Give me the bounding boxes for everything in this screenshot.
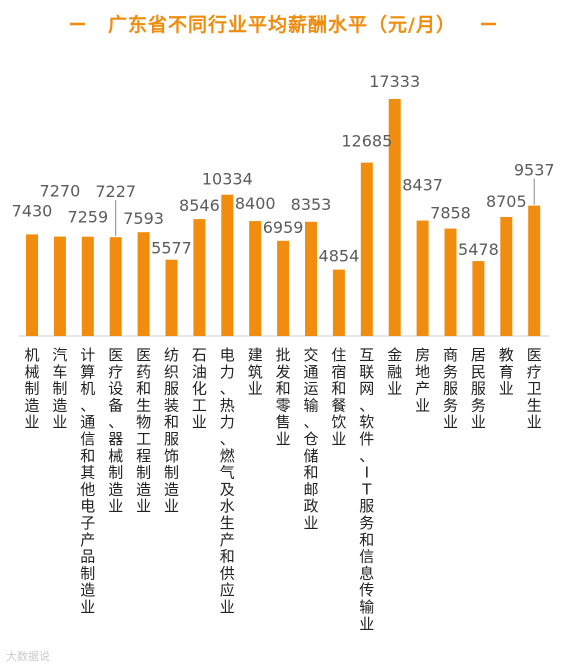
bar-3	[109, 237, 122, 336]
category-label-1: 汽车制造业	[52, 346, 67, 431]
value-label-14: 8437	[402, 176, 443, 195]
value-label-3: 7227	[95, 182, 136, 201]
bar-5	[165, 259, 178, 336]
value-label-4: 7593	[123, 209, 164, 228]
value-label-16: 5478	[458, 240, 499, 259]
category-label-2: 计算机、通信和其他电子产品制造业	[80, 346, 95, 616]
category-label-11: 住宿和餐饮业	[331, 346, 346, 448]
bar-8	[249, 221, 262, 336]
value-label-2: 7259	[67, 208, 108, 227]
bar-17	[500, 217, 513, 336]
value-label-9: 6959	[263, 218, 304, 237]
bar-7	[221, 194, 234, 336]
value-label-6: 8546	[179, 196, 220, 215]
bar-2	[81, 236, 94, 336]
category-label-0: 机械制造业	[24, 346, 39, 431]
value-label-5: 5577	[151, 239, 192, 258]
category-label-9: 批发和零售业	[276, 346, 291, 448]
category-label-6: 石油化工业	[192, 346, 207, 431]
category-label-15: 商务服务业	[443, 346, 458, 431]
category-label-17: 教育业	[499, 346, 514, 398]
bar-0	[26, 234, 38, 336]
bar-15	[444, 228, 457, 336]
value-label-8: 8400	[235, 194, 276, 213]
category-labels-group: 机械制造业汽车制造业计算机、通信和其他电子产品制造业医疗设备、器械制造业医药和生…	[24, 346, 541, 633]
category-label-16: 居民服务业	[471, 346, 486, 431]
bar-14	[416, 220, 429, 336]
value-label-17: 8705	[486, 192, 527, 211]
value-label-13: 17333	[369, 72, 420, 91]
value-label-12: 12685	[341, 132, 392, 151]
bar-1	[53, 236, 66, 336]
category-label-4: 医药和生物工程制造业	[136, 346, 151, 515]
value-label-10: 8353	[291, 195, 332, 214]
bar-12	[360, 162, 373, 336]
value-label-7: 10334	[202, 170, 253, 189]
value-label-0: 7430	[12, 201, 53, 220]
bars-group	[26, 99, 541, 336]
bar-10	[305, 221, 317, 336]
value-label-1: 7270	[40, 182, 81, 201]
bar-13	[388, 99, 401, 336]
category-label-14: 房地产业	[415, 346, 430, 414]
category-label-5: 纺织服装和服饰制造业	[164, 346, 179, 515]
leader-lines-group	[115, 178, 535, 237]
bar-18	[528, 205, 541, 336]
category-label-8: 建筑业	[248, 346, 263, 398]
value-label-18: 9537	[514, 161, 555, 180]
category-label-7: 电力、热力、燃气及水生产和供应业	[220, 346, 235, 616]
value-label-15: 7858	[430, 204, 471, 223]
bar-16	[472, 261, 485, 336]
chart-title: 广东省不同行业平均薪酬水平（元/月）	[108, 13, 456, 36]
value-label-11: 4854	[319, 247, 360, 266]
bar-9	[277, 240, 290, 336]
category-label-10: 交通运输、仓储和邮政业	[303, 346, 318, 532]
bar-6	[193, 219, 206, 336]
watermark-text: 大数据说	[6, 650, 50, 663]
category-label-3: 医疗设备、器械制造业	[108, 346, 123, 515]
category-label-13: 金融业	[387, 346, 402, 398]
category-label-18: 医疗卫生业	[527, 346, 542, 431]
bar-11	[332, 269, 345, 336]
bar-4	[137, 232, 150, 336]
category-label-12: 互联网、软件、 I T 服务和信息传输业	[359, 346, 374, 633]
